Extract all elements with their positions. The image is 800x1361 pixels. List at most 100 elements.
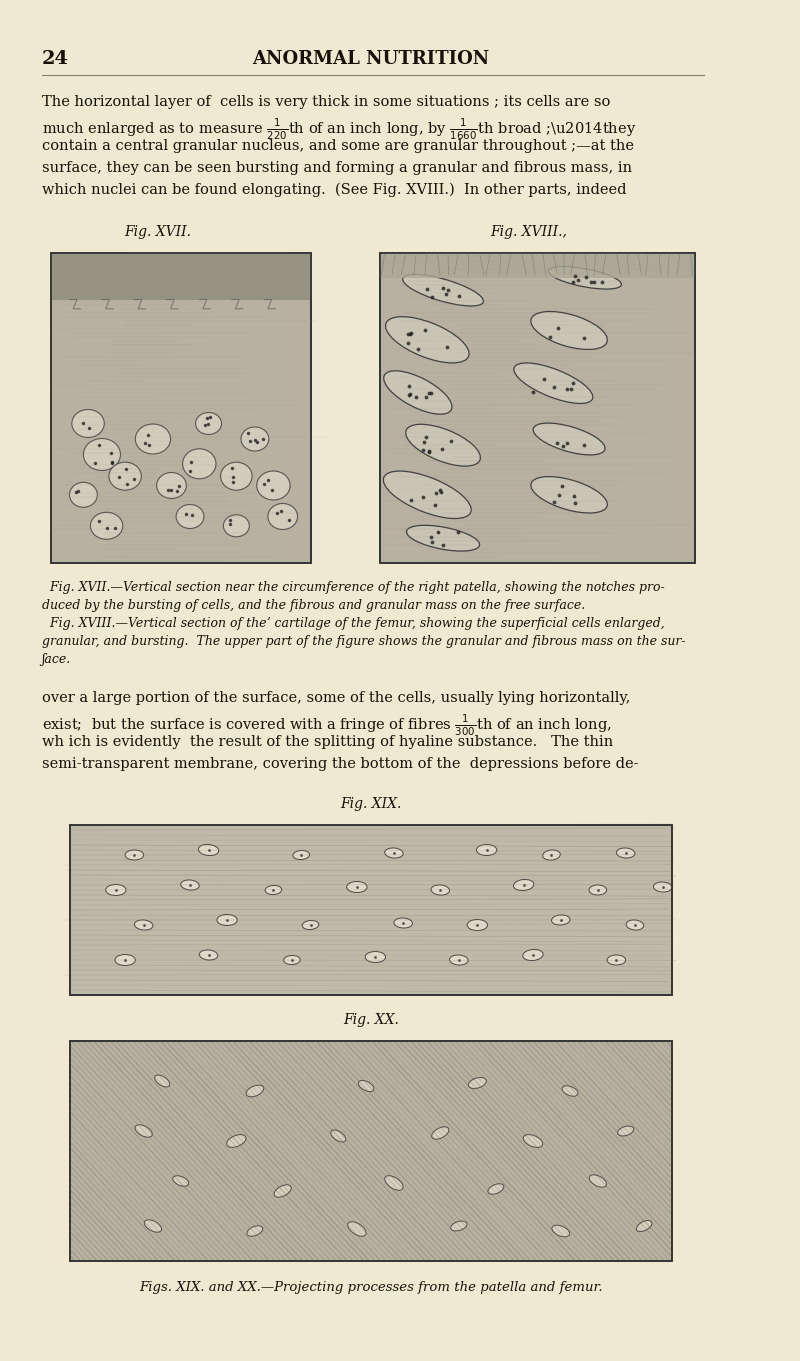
Ellipse shape bbox=[109, 463, 142, 490]
Ellipse shape bbox=[514, 879, 534, 890]
Ellipse shape bbox=[302, 920, 319, 930]
Text: much enlarged as to measure $\frac{1}{220}$th of an inch long, by $\frac{1}{1660: much enlarged as to measure $\frac{1}{22… bbox=[42, 117, 636, 143]
Ellipse shape bbox=[523, 1135, 542, 1147]
Ellipse shape bbox=[533, 423, 605, 455]
Ellipse shape bbox=[406, 425, 481, 465]
Ellipse shape bbox=[330, 1130, 346, 1142]
Text: wh ich is evidently  the result of the splitting of hyaline substance.   The thi: wh ich is evidently the result of the sp… bbox=[42, 735, 613, 749]
Ellipse shape bbox=[154, 1075, 170, 1087]
Ellipse shape bbox=[385, 1176, 403, 1191]
Bar bbox=[70, 825, 672, 995]
Ellipse shape bbox=[552, 1225, 570, 1237]
Ellipse shape bbox=[195, 412, 222, 434]
Ellipse shape bbox=[346, 882, 367, 893]
Bar bbox=[70, 1041, 672, 1262]
Ellipse shape bbox=[358, 1081, 374, 1092]
Ellipse shape bbox=[637, 1221, 652, 1232]
Ellipse shape bbox=[135, 425, 170, 455]
Ellipse shape bbox=[394, 917, 413, 928]
Ellipse shape bbox=[432, 1127, 449, 1139]
Text: duced by the bursting of cells, and the fibrous and granular mass on the free su: duced by the bursting of cells, and the … bbox=[42, 599, 585, 612]
Ellipse shape bbox=[514, 363, 593, 403]
Bar bbox=[380, 253, 695, 563]
Text: semi-transparent membrane, covering the bottom of the  depressions before de-: semi-transparent membrane, covering the … bbox=[42, 757, 638, 770]
Ellipse shape bbox=[531, 476, 607, 513]
Ellipse shape bbox=[590, 1175, 606, 1187]
Ellipse shape bbox=[284, 955, 300, 965]
Ellipse shape bbox=[406, 525, 480, 551]
Ellipse shape bbox=[173, 1176, 189, 1187]
Text: Fig. XVII.—Vertical section near the circumference of the right patella, showing: Fig. XVII.—Vertical section near the cir… bbox=[42, 581, 665, 593]
Ellipse shape bbox=[384, 370, 452, 414]
Text: which nuclei can be found elongating.  (See Fig. XVIII.)  In other parts, indeed: which nuclei can be found elongating. (S… bbox=[42, 182, 626, 197]
Ellipse shape bbox=[365, 951, 386, 962]
Ellipse shape bbox=[531, 312, 607, 350]
Ellipse shape bbox=[293, 851, 310, 860]
Ellipse shape bbox=[548, 267, 622, 289]
Text: exist;  but the surface is covered with a fringe of fibres $\frac{1}{300}$th of : exist; but the surface is covered with a… bbox=[42, 713, 611, 739]
Ellipse shape bbox=[522, 950, 543, 961]
Ellipse shape bbox=[70, 482, 98, 508]
Ellipse shape bbox=[223, 514, 250, 536]
Bar bbox=[70, 1041, 672, 1262]
Ellipse shape bbox=[157, 472, 186, 498]
Ellipse shape bbox=[226, 1135, 246, 1147]
Ellipse shape bbox=[221, 463, 252, 490]
Ellipse shape bbox=[589, 885, 606, 896]
Bar bbox=[70, 825, 672, 995]
Ellipse shape bbox=[402, 275, 483, 306]
Ellipse shape bbox=[468, 1078, 486, 1089]
Text: granular, and bursting.  The upper part of the figure shows the granular and fib: granular, and bursting. The upper part o… bbox=[42, 636, 686, 648]
Ellipse shape bbox=[562, 1086, 578, 1096]
Ellipse shape bbox=[176, 505, 204, 528]
Bar bbox=[380, 253, 695, 563]
Ellipse shape bbox=[90, 512, 123, 539]
Ellipse shape bbox=[134, 920, 153, 930]
Ellipse shape bbox=[217, 915, 238, 925]
Ellipse shape bbox=[477, 844, 497, 856]
Ellipse shape bbox=[115, 954, 135, 965]
Bar bbox=[51, 253, 310, 563]
Text: ʃace.: ʃace. bbox=[42, 653, 71, 666]
Ellipse shape bbox=[83, 438, 121, 471]
Ellipse shape bbox=[274, 1185, 291, 1198]
Text: surface, they can be seen bursting and forming a granular and fibrous mass, in: surface, they can be seen bursting and f… bbox=[42, 161, 632, 176]
Ellipse shape bbox=[106, 885, 126, 896]
Ellipse shape bbox=[386, 317, 469, 363]
Text: Fig. XX.: Fig. XX. bbox=[343, 1013, 398, 1028]
Bar bbox=[51, 253, 310, 563]
Ellipse shape bbox=[383, 471, 471, 519]
Text: Fig. XVII.: Fig. XVII. bbox=[124, 225, 191, 240]
Ellipse shape bbox=[385, 848, 403, 857]
Ellipse shape bbox=[125, 851, 144, 860]
Ellipse shape bbox=[348, 1222, 366, 1236]
Ellipse shape bbox=[182, 449, 216, 479]
Ellipse shape bbox=[616, 848, 635, 857]
Ellipse shape bbox=[607, 955, 626, 965]
Ellipse shape bbox=[241, 427, 269, 450]
Ellipse shape bbox=[247, 1226, 263, 1236]
Ellipse shape bbox=[72, 410, 104, 437]
Ellipse shape bbox=[431, 885, 450, 896]
Text: contain a central granular nucleus, and some are granular throughout ;—at the: contain a central granular nucleus, and … bbox=[42, 139, 634, 152]
Bar bbox=[380, 253, 695, 278]
Ellipse shape bbox=[181, 881, 199, 890]
Ellipse shape bbox=[654, 882, 672, 891]
Ellipse shape bbox=[257, 471, 290, 499]
Text: over a large portion of the surface, some of the cells, usually lying horizontal: over a large portion of the surface, som… bbox=[42, 691, 630, 705]
Ellipse shape bbox=[488, 1184, 504, 1194]
Ellipse shape bbox=[199, 950, 218, 960]
Ellipse shape bbox=[467, 920, 487, 931]
Ellipse shape bbox=[450, 955, 468, 965]
Ellipse shape bbox=[626, 920, 644, 930]
Ellipse shape bbox=[198, 844, 218, 856]
Ellipse shape bbox=[265, 886, 282, 894]
Ellipse shape bbox=[135, 1124, 152, 1138]
Text: ANORMAL NUTRITION: ANORMAL NUTRITION bbox=[252, 50, 490, 68]
Text: The horizontal layer of  cells is very thick in some situations ; its cells are : The horizontal layer of cells is very th… bbox=[42, 95, 610, 109]
Ellipse shape bbox=[542, 851, 560, 860]
Ellipse shape bbox=[450, 1221, 467, 1230]
Ellipse shape bbox=[551, 915, 570, 925]
Text: Fig. XVIII.,: Fig. XVIII., bbox=[490, 225, 566, 240]
Ellipse shape bbox=[618, 1126, 634, 1136]
